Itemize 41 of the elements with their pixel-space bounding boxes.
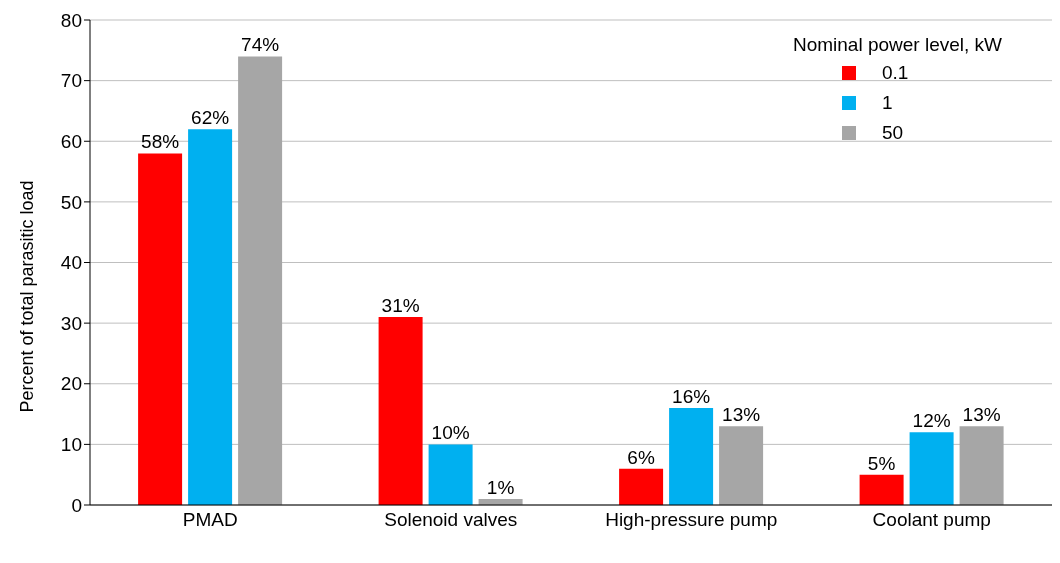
data-label: 58%	[141, 131, 180, 153]
data-label: 13%	[722, 404, 761, 426]
y-tick-label: 20	[60, 373, 82, 395]
y-tick-label: 10	[60, 434, 82, 456]
x-tick-label: PMAD	[182, 509, 238, 531]
legend-label: 1	[882, 92, 893, 114]
y-tick-label: 60	[60, 130, 82, 152]
bar	[238, 56, 283, 505]
data-label: 13%	[962, 404, 1001, 426]
x-tick-label: Solenoid valves	[384, 509, 518, 531]
data-label: 1%	[486, 476, 515, 498]
x-tick-label: High-pressure pump	[605, 509, 778, 531]
bar	[909, 432, 954, 505]
y-tick-label: 40	[60, 252, 82, 274]
bar	[138, 153, 183, 505]
y-tick-label: 50	[60, 191, 82, 213]
bar	[859, 474, 904, 505]
data-label: 5%	[867, 452, 896, 474]
bar	[378, 317, 423, 505]
bar	[669, 408, 714, 505]
data-label: 31%	[381, 295, 420, 317]
y-tick-label: 30	[60, 312, 82, 334]
y-axis-title: Percent of total parasitic load	[17, 180, 38, 413]
y-tick-label: 70	[60, 70, 82, 92]
x-tick-label: Coolant pump	[872, 509, 991, 531]
data-label: 74%	[241, 34, 280, 56]
bar	[188, 129, 233, 505]
legend-title: Nominal power level, kW	[791, 33, 1003, 57]
bar	[428, 444, 473, 505]
data-label: 12%	[912, 410, 951, 432]
data-label: 10%	[431, 422, 470, 444]
data-label: 62%	[191, 107, 230, 129]
bar	[619, 468, 664, 505]
data-label: 6%	[627, 446, 655, 468]
legend-label: 50	[882, 122, 904, 144]
bar	[959, 426, 1004, 505]
data-label: 16%	[672, 386, 711, 407]
bar	[719, 426, 764, 505]
y-tick-label: 80	[60, 9, 82, 31]
y-tick-label: 0	[71, 494, 82, 516]
legend-label: 0.1	[882, 62, 909, 84]
